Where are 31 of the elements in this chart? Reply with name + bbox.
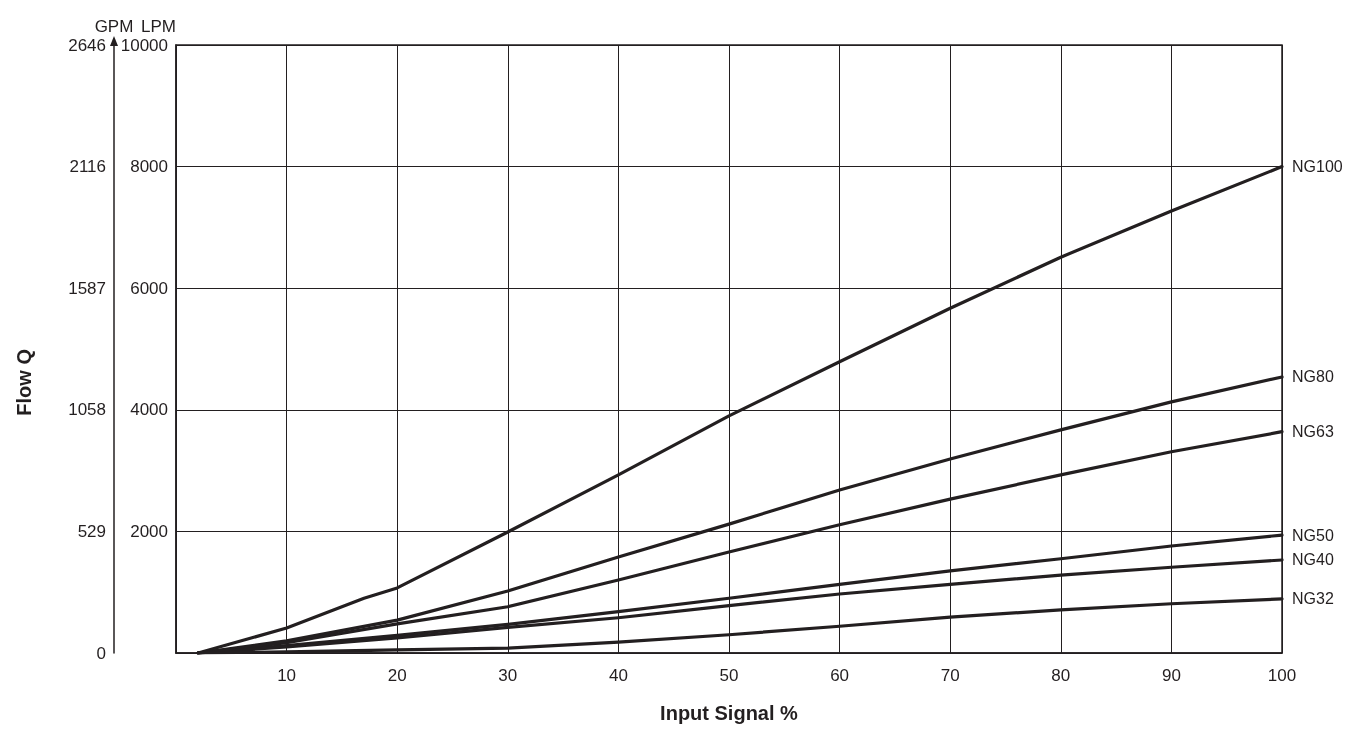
series-label: NG80 (1292, 368, 1334, 386)
x-tick-label: 40 (608, 666, 628, 685)
x-tick-label: 20 (387, 666, 407, 685)
x-tick-label: 80 (1051, 666, 1071, 685)
y2-axis-title: GPM (94, 17, 134, 36)
series-label: NG100 (1292, 158, 1343, 176)
series-label: NG50 (1292, 526, 1334, 544)
y2-tick-label: 2646 (68, 35, 106, 55)
y-tick-label: 8000 (130, 157, 168, 177)
y-tick-label: 6000 (130, 278, 168, 298)
x-tick-label: 50 (719, 666, 739, 685)
y-tick-label: 4000 (130, 400, 168, 420)
y2-tick-label: 0 (96, 643, 106, 663)
y2-tick-label: 1587 (68, 278, 106, 298)
x-tick-label: 60 (830, 666, 850, 685)
series-label: NG32 (1292, 590, 1334, 608)
x-tick-label: 10 (277, 666, 297, 685)
y2-tick-label: 2116 (69, 157, 106, 177)
text: Flow Q (13, 348, 35, 416)
y2-tick-label: 529 (77, 521, 106, 541)
x-tick-label: 70 (940, 666, 960, 685)
y-tick-label: 10000 (120, 35, 168, 55)
series-label: NG63 (1292, 423, 1334, 441)
x-axis-title: Input Signal % (660, 702, 799, 724)
x-tick-label: 90 (1161, 666, 1181, 685)
series-label: NG40 (1292, 551, 1334, 569)
y-tick-label: 2000 (130, 521, 168, 541)
y-axis-title: LPM (141, 17, 176, 36)
x-tick-label: 100 (1267, 666, 1297, 685)
x-tick-label: 30 (498, 666, 518, 685)
y2-tick-label: 1058 (68, 400, 106, 420)
